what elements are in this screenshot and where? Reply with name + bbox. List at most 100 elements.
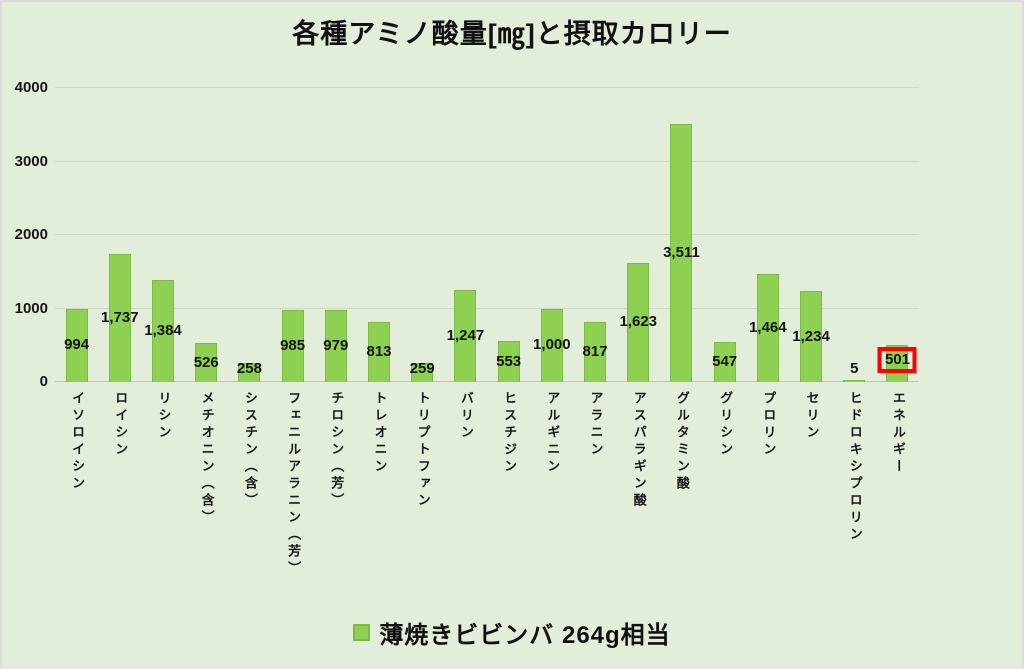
bar-ロイシン[interactable] xyxy=(108,254,131,382)
x-category-label: グルタミン酸 xyxy=(674,391,690,493)
bar-slot: 553 xyxy=(487,88,530,382)
x-category-label: アルギニン xyxy=(545,391,561,476)
x-category-label: プロリン xyxy=(761,391,777,459)
value-label: 994 xyxy=(64,336,90,354)
x-label-slot: トリプトファン xyxy=(401,391,444,636)
x-axis-line xyxy=(55,381,919,382)
x-category-label: バリン xyxy=(458,391,474,442)
bar-メチオニン（含）[interactable] xyxy=(195,343,218,382)
bar-バリン[interactable] xyxy=(454,290,477,382)
x-category-label: フェニルアラニン（芳） xyxy=(286,391,302,578)
bar-ヒスチジン[interactable] xyxy=(497,341,520,382)
x-category-label: アスパラギン酸 xyxy=(631,391,647,510)
chart-title: 各種アミノ酸量[㎎]と摂取カロリー xyxy=(292,19,732,49)
gridline xyxy=(55,87,919,88)
y-tick-label: 3000 xyxy=(14,152,48,170)
x-label-slot: エネルギー xyxy=(876,391,919,636)
bar-トレオニン[interactable] xyxy=(368,322,391,382)
x-category-label: アラニン xyxy=(588,391,604,459)
y-tick-label: 2000 xyxy=(14,226,48,243)
value-label: 3,511 xyxy=(663,243,700,261)
bar-セリン[interactable] xyxy=(800,291,823,382)
x-category-label: シスチン（含） xyxy=(242,391,258,510)
value-label: 1,000 xyxy=(533,336,571,354)
bar-slot: 526 xyxy=(185,88,228,382)
x-category-label: グリシン xyxy=(718,391,734,459)
x-category-label: トレオニン xyxy=(372,391,388,476)
legend-marker-icon xyxy=(353,624,371,641)
x-label-slot: セリン xyxy=(789,391,832,636)
y-tick-label: 4000 xyxy=(14,79,48,96)
x-label-slot: プロリン xyxy=(746,391,789,636)
x-category-label: イソロイシン xyxy=(70,391,86,493)
bar-シスチン（含）[interactable] xyxy=(238,363,261,382)
legend-label: 薄焼きビビンバ 264g相当 xyxy=(379,622,671,649)
bar-slot: 5 xyxy=(833,88,876,382)
bar-グリシン[interactable] xyxy=(713,341,736,382)
bar-slot: 258 xyxy=(228,88,271,382)
bar-アラニン[interactable] xyxy=(584,321,607,382)
legend: 薄焼きビビンバ 264g相当 xyxy=(2,615,1022,650)
gridline xyxy=(55,234,919,235)
x-label-slot: アラニン xyxy=(573,391,616,636)
bar-slot: 1,737 xyxy=(98,88,141,382)
x-label-slot: メチオニン（含） xyxy=(185,391,228,636)
value-label: 817 xyxy=(582,342,608,360)
x-category-label: ロイシン xyxy=(113,391,129,459)
bar-slot: 813 xyxy=(357,88,400,382)
x-category-label: トリプトファン xyxy=(415,391,431,510)
bar-チロシン（芳）[interactable] xyxy=(324,310,347,382)
value-label: 5 xyxy=(850,360,859,377)
x-label-slot: アルギニン xyxy=(530,391,573,636)
x-label-slot: ヒドロキシプロリン xyxy=(833,391,876,636)
bar-slot: 979 xyxy=(314,88,357,382)
x-category-label: ヒドロキシプロリン xyxy=(847,391,863,544)
bar-フェニルアラニン（芳）[interactable] xyxy=(281,309,304,382)
bar-slot: 3,511 xyxy=(660,88,703,382)
x-label-slot: アスパラギン酸 xyxy=(617,391,660,636)
x-category-label: ヒスチジン xyxy=(502,391,518,476)
bar-ヒドロキシプロリン[interactable] xyxy=(843,380,866,382)
bar-トリプトファン[interactable] xyxy=(411,362,434,382)
x-label-slot: グルタミン酸 xyxy=(660,391,703,636)
bar-slot: 259 xyxy=(401,88,444,382)
bar-slot: 1,247 xyxy=(444,88,487,382)
y-tick-label: 1000 xyxy=(14,299,48,317)
value-label: 1,464 xyxy=(749,319,787,337)
bar-アルギニン[interactable] xyxy=(540,308,563,382)
bar-slot: 547 xyxy=(703,88,746,382)
bar-slot: 1,464 xyxy=(746,88,789,382)
x-category-label: チロシン（芳） xyxy=(329,391,345,510)
y-tick-label: 0 xyxy=(39,373,48,390)
bar-グルタミン酸[interactable] xyxy=(670,123,693,382)
x-label-slot: グリシン xyxy=(703,391,746,636)
plot-area: 994 1,737 1,384 526 258 985 979 813 259 1,247 553 1… xyxy=(55,87,919,382)
bar-エネルギー[interactable] xyxy=(886,345,909,382)
x-label-slot: チロシン（芳） xyxy=(314,391,357,636)
x-label-slot: トレオニン xyxy=(357,391,400,636)
gridline xyxy=(55,160,919,162)
bar-slot: 1,384 xyxy=(141,88,184,382)
x-label-slot: シスチン（含） xyxy=(228,391,271,636)
x-label-slot: ヒスチジン xyxy=(487,391,530,636)
x-label-slot: イソロイシン xyxy=(55,391,98,636)
bar-slot: 1,000 xyxy=(530,88,573,382)
bar-slot: 501 xyxy=(876,88,919,382)
x-category-label: メチオニン（含） xyxy=(199,391,215,527)
x-label-slot: バリン xyxy=(444,391,487,636)
value-label: 979 xyxy=(323,337,349,355)
bar-アスパラギン酸[interactable] xyxy=(627,262,650,382)
bar-イソロイシン[interactable] xyxy=(65,308,88,382)
bar-リシン[interactable] xyxy=(152,280,174,382)
value-label: 547 xyxy=(712,352,738,370)
value-label: 985 xyxy=(280,336,306,354)
value-label-highlighted: 501 xyxy=(877,346,917,373)
bar-slot: 817 xyxy=(573,88,616,382)
value-label: 1,623 xyxy=(619,313,658,331)
value-label: 813 xyxy=(366,343,392,361)
gridline xyxy=(55,307,919,309)
x-category-label: リシン xyxy=(156,391,172,442)
bar-プロリン[interactable] xyxy=(756,274,779,382)
value-label: 1,737 xyxy=(101,309,139,327)
